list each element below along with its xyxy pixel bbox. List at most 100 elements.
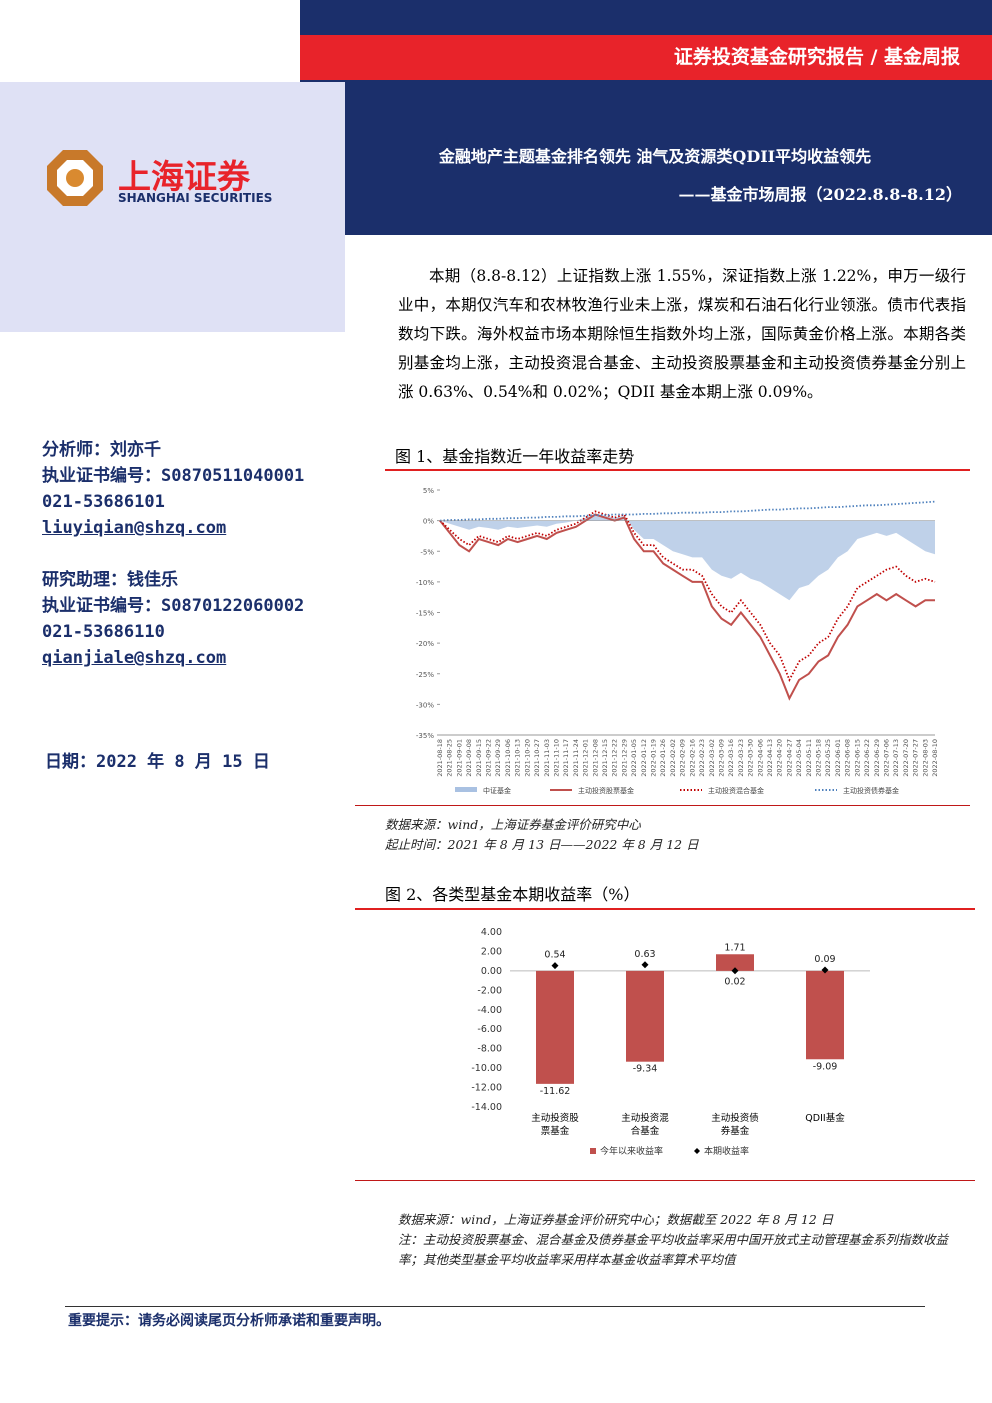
x-tick-label: 2022-07-20: [902, 739, 910, 777]
figure1-title: 图 1、基金指数近一年收益率走势: [395, 447, 635, 466]
line-series: [439, 510, 936, 683]
y-tick-label: -6.00: [477, 1024, 502, 1035]
y-tick-label: 5%: [423, 487, 434, 495]
analyst-email[interactable]: liuyiqian@shzq.com: [42, 518, 227, 538]
x-tick-label: 2021-11-03: [543, 739, 551, 777]
analyst-name: 分析师：刘亦千: [42, 440, 161, 460]
bar-value-label: -11.62: [540, 1086, 571, 1097]
footer-rule: [65, 1306, 925, 1307]
figure2-bottom-rule: [355, 1180, 975, 1181]
x-tick-label: 2022-07-27: [912, 739, 920, 777]
x-tick-label: 2022-03-30: [747, 739, 755, 777]
figure1-source: 数据来源：wind，上海证券基金评价研究中心: [385, 817, 641, 832]
x-tick-label: 2021-08-18: [436, 739, 444, 777]
area-series: [440, 514, 935, 601]
marker-value-label: 0.54: [544, 950, 565, 961]
date-block: 日期：2022 年 8 月 15 日: [45, 749, 270, 775]
x-tick-label: 2022-04-20: [776, 739, 784, 777]
y-tick-label: -10.00: [471, 1063, 502, 1074]
x-tick-label: 2022-04-06: [756, 739, 764, 777]
marker-value-label: 0.02: [724, 977, 745, 988]
figure2-wrap: 4.00 2.00 0.00 -2.00 -4.00 -6.00 -8.00 -10.00 -1…: [460, 920, 880, 1170]
figure1-chart: 5% 0% -5% -10% -15% -20% -25% -30% -35%2021-08-1…: [416, 487, 939, 795]
x-tick-label: 2022-05-11: [805, 739, 813, 777]
report-type: 证券投资基金研究报告 / 基金周报: [673, 46, 960, 68]
y-tick-label: 0.00: [481, 966, 502, 977]
legend-swatch: [590, 1148, 596, 1154]
x-tick-label: 2021-12-08: [591, 739, 599, 777]
bar: [716, 954, 754, 971]
figure1-bottom-rule: [355, 805, 970, 806]
x-tick-label: 2021-12-01: [582, 739, 590, 777]
y-tick-label: -12.00: [471, 1083, 502, 1094]
x-tick-label: 2022-01-26: [659, 739, 667, 777]
bar: [626, 970, 664, 1062]
x-tick-label: QDII基金: [805, 1113, 845, 1124]
report-date: 日期：2022 年 8 月 15 日: [45, 752, 270, 772]
x-tick-label: 2021-09-15: [475, 739, 483, 777]
x-tick-label: 2022-06-29: [873, 739, 881, 777]
logo-en: SHANGHAI SECURITIES: [118, 191, 273, 205]
x-tick-label: 2022-02-16: [688, 739, 696, 777]
bar: [806, 970, 844, 1060]
line-series: [439, 513, 935, 701]
legend-label: 主动投资债券基金: [843, 786, 899, 795]
x-tick-label: 2021-08-25: [446, 739, 454, 777]
legend-label: 主动投资混合基金: [708, 786, 764, 795]
bar-value-label: -9.09: [813, 1061, 838, 1072]
x-tick-label: 2022-06-22: [863, 739, 871, 777]
x-tick-label: 2022-03-09: [717, 739, 725, 777]
marker-value-label: 0.09: [814, 954, 835, 965]
x-tick-label: 2022-07-06: [882, 739, 890, 777]
legend-swatch: [694, 1148, 700, 1154]
x-tick-label: 2022-03-16: [727, 739, 735, 777]
footer-notice: 重要提示：请务必阅读尾页分析师承诺和重要声明。: [68, 1313, 390, 1329]
x-tick-label: 主动投资股票基金: [531, 1113, 579, 1137]
assistant-email[interactable]: qianjiale@shzq.com: [42, 648, 227, 668]
bar-value-label: -9.34: [633, 1064, 658, 1075]
analyst-block: 分析师：刘亦千 执业证书编号：S0870511040001 021-536861…: [42, 437, 304, 541]
figure1-period: 起止时间：2021 年 8 月 13 日——2022 年 8 月 12 日: [385, 837, 699, 852]
figure2-source: 数据来源：wind，上海证券基金评价研究中心；数据截至 2022 年 8 月 1…: [398, 1212, 834, 1227]
diamond-marker: [551, 962, 559, 970]
x-tick-label: 2021-11-24: [572, 739, 580, 777]
x-tick-label: 2022-06-15: [853, 739, 861, 777]
x-tick-label: 主动投资混合基金: [621, 1113, 669, 1137]
x-tick-label: 主动投资债券基金: [711, 1113, 759, 1137]
x-tick-label: 2021-09-01: [455, 739, 463, 777]
diamond-marker: [641, 961, 649, 969]
y-tick-label: -35%: [416, 732, 434, 740]
analyst-cert: 执业证书编号：S0870511040001: [42, 466, 305, 486]
marker-value-label: 0.63: [634, 949, 655, 960]
x-tick-label: 2022-01-19: [650, 739, 658, 777]
assistant-cert: 执业证书编号：S0870122060002: [42, 596, 305, 616]
x-tick-label: 2022-01-05: [630, 739, 638, 777]
figure2-notes: 数据来源：wind，上海证券基金评价研究中心；数据截至 2022 年 8 月 1…: [398, 1210, 963, 1270]
figure2-title: 图 2、各类型基金本期收益率（%）: [385, 885, 640, 904]
legend-label: 本期收益率: [704, 1145, 749, 1157]
y-tick-label: -10%: [416, 579, 434, 587]
diamond-marker: [731, 967, 739, 975]
x-tick-label: 2021-10-13: [514, 739, 522, 777]
logo-cn: 上海证券: [118, 157, 250, 196]
x-tick-label: 2022-06-01: [834, 739, 842, 777]
bar-value-label: 1.71: [724, 942, 745, 953]
y-tick-label: -30%: [416, 701, 434, 709]
figure2-note: 注：主动投资股票基金、混合基金及债券基金平均收益率采用中国开放式主动管理基金系列…: [398, 1232, 949, 1267]
x-tick-label: 2021-12-29: [620, 739, 628, 777]
x-tick-label: 2021-11-10: [552, 739, 560, 777]
figure1-notes: 数据来源：wind，上海证券基金评价研究中心 起止时间：2021 年 8 月 1…: [385, 815, 699, 855]
y-tick-label: -25%: [416, 671, 434, 679]
y-tick-label: -20%: [416, 640, 434, 648]
assistant-phone: 021-53686110: [42, 622, 165, 642]
x-tick-label: 2022-05-18: [815, 739, 823, 777]
figure2-chart: 4.00 2.00 0.00 -2.00 -4.00 -6.00 -8.00 -10.00 -1…: [471, 927, 870, 1157]
x-tick-label: 2021-12-15: [601, 739, 609, 777]
legend-label: 中证基金: [483, 786, 511, 795]
x-tick-label: 2021-09-08: [465, 739, 473, 777]
y-tick-label: -5%: [420, 548, 434, 556]
x-tick-label: 2022-08-03: [921, 739, 929, 777]
y-tick-label: -15%: [416, 610, 434, 618]
analyst-phone: 021-53686101: [42, 492, 165, 512]
x-tick-label: 2022-04-27: [785, 739, 793, 777]
